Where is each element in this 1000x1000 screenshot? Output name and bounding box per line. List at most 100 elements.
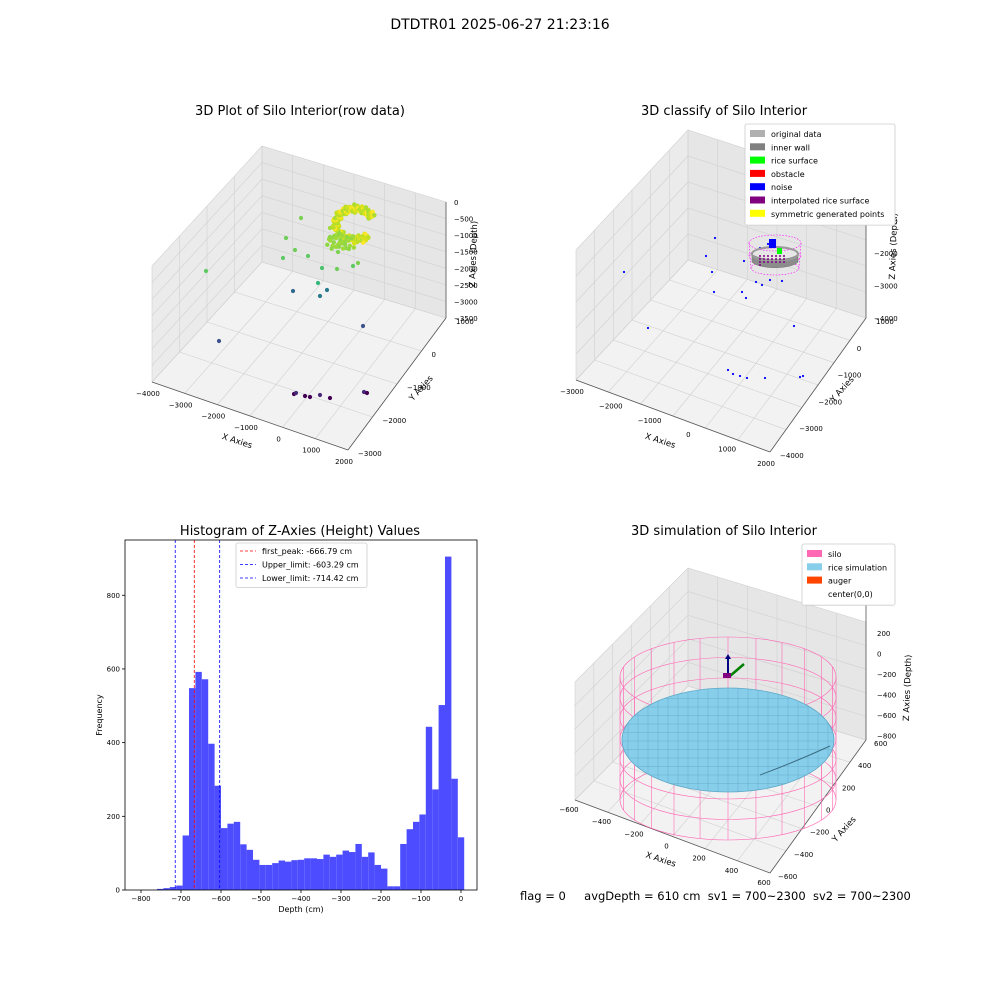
panel2-interp-point — [783, 255, 785, 257]
footer-avg-depth: avgDepth = 610 cm — [584, 889, 701, 903]
panel1-grid-y — [179, 351, 373, 418]
footer-flag: flag = 0 — [520, 889, 566, 903]
panel3-bar — [297, 859, 305, 890]
panel2-x-tick-label: 1000 — [718, 446, 736, 454]
panel1-z-tick-label: −1000 — [454, 232, 478, 240]
panel3-legend — [235, 542, 368, 588]
panel1-x-tick-label: 0 — [276, 435, 280, 443]
panel4-legend-swatch — [807, 563, 822, 571]
panel3-x-tick-label: −200 — [371, 895, 390, 903]
panel1-y-tick-label: −1000 — [407, 384, 431, 392]
panel3-x-tick-label: 0 — [459, 895, 463, 903]
panel1-surface-point — [342, 242, 348, 247]
panel2-interp-point — [759, 255, 761, 257]
panel3-bar — [368, 852, 375, 890]
panel1-z-tick-label: 0 — [454, 199, 458, 207]
panel4-title: 3D simulation of Silo Interior — [631, 524, 817, 539]
panel2-legend-label: noise — [771, 183, 792, 192]
panel4-x-axis-line — [574, 799, 771, 874]
panel2-interp-point — [775, 258, 777, 260]
panel2-legend-swatch — [750, 196, 765, 204]
panel3-y-tick-label: 600 — [107, 665, 120, 673]
panel2-x-tick-label: 2000 — [757, 460, 775, 468]
panel1-y-axis-line — [347, 317, 447, 451]
panel2-noise-point — [622, 270, 626, 274]
panel2-legend-label: rice surface — [771, 157, 818, 166]
panel1-surface-point — [329, 246, 334, 251]
panel2-noise-point — [792, 324, 796, 328]
panel2-interp-point — [779, 255, 781, 257]
panel1-data-point — [203, 268, 209, 274]
panel1-y-tick-label: 1000 — [456, 318, 474, 326]
panel1-data-point — [302, 393, 308, 399]
panel3-bar — [291, 860, 298, 890]
panel4-y-tick-label: 0 — [826, 807, 830, 815]
panel4-y-tick-label: 200 — [842, 784, 855, 792]
panel1-data-point — [355, 260, 361, 266]
panel1-grid-z — [151, 178, 447, 300]
panel4-grid-z — [574, 614, 867, 730]
panel2-noise-point — [704, 254, 708, 258]
panel1-data-point — [315, 280, 321, 286]
panel2-y-tick-label: −2000 — [818, 398, 842, 406]
panel4-z-tick-label: −800 — [877, 733, 896, 741]
panel2-interp-point — [771, 258, 773, 260]
panel3-y-tick-label: 400 — [107, 739, 120, 747]
panel1-x-axis-label: X Axies — [220, 432, 253, 451]
panel2-y-axis-line — [769, 317, 867, 453]
panel3-legend-label: Upper_limit: -603.29 cm — [262, 561, 359, 570]
panel4-x-tick-label: 400 — [725, 867, 738, 875]
panel1-data-point — [290, 288, 296, 294]
panel2-noise-point — [768, 278, 772, 282]
panel3-y-tick-label: 800 — [107, 592, 120, 600]
panel2-interp-point — [771, 255, 773, 257]
panel2-interp-point — [779, 261, 781, 263]
panel1-data-point — [327, 395, 333, 401]
panel2-interp-point — [759, 261, 761, 263]
panel3-bar — [221, 828, 228, 890]
panel1-x-tick-label: −3000 — [169, 401, 193, 409]
panel1-data-point — [298, 215, 304, 221]
panel4-center-marker — [723, 673, 731, 678]
panel4-legend — [801, 543, 896, 606]
panel4-y-tick-label: −200 — [810, 829, 829, 837]
panel4-rice-shadow — [759, 745, 831, 776]
panel1-surface-point — [350, 234, 356, 239]
panel2-noise-point — [763, 376, 767, 380]
panel4-auger-green — [729, 663, 745, 677]
figure-suptitle: DTDTR01 2025-06-27 21:23:16 — [390, 17, 610, 33]
panel3-bar — [233, 821, 241, 890]
panel3-x-tick-label: −100 — [411, 895, 430, 903]
panel3-bar — [259, 864, 266, 890]
panel4-z-tick-label: −600 — [877, 712, 896, 720]
panel1-surface-point — [351, 245, 357, 250]
panel2-noise-point — [646, 326, 650, 330]
panel1-grid-z — [151, 228, 447, 350]
panel1-surface-point — [325, 242, 330, 248]
panel2-grid-y — [613, 339, 803, 408]
panel2-x-tick-label: −1000 — [638, 417, 662, 425]
panel2-legend-swatch — [750, 143, 765, 151]
status-footer: flag = 0 avgDepth = 610 cm sv1 = 700~230… — [520, 889, 911, 903]
panel3-bar — [323, 854, 330, 890]
panel2-z-tick-label: −3000 — [874, 283, 898, 291]
panel4-x-tick-label: −400 — [592, 818, 611, 826]
panel1-data-point — [216, 338, 222, 344]
panel1-data-point — [307, 394, 313, 400]
panel2-legend-label: symmetric generated points — [771, 210, 884, 219]
panel1-data-point — [305, 253, 311, 259]
footer-sv2: sv2 = 700~2300 — [812, 889, 911, 903]
panel3-bar — [336, 854, 343, 890]
panel1-data-point — [360, 323, 366, 329]
panel1-3d-plot: −4000 −3000 −2000 −1000 0 1000 2000 1000 0 −1000 −… — [136, 145, 480, 466]
panel4-legend-label: auger — [828, 577, 852, 586]
panel1-data-point — [292, 247, 298, 253]
panel1-surface-point — [331, 240, 336, 245]
panel3-bar — [285, 861, 292, 890]
panel2-legend-swatch — [750, 156, 765, 164]
panel3-bar — [317, 859, 324, 890]
panel1-data-point — [317, 392, 323, 398]
panel3-bar — [393, 886, 401, 890]
panel3-bar — [201, 679, 209, 890]
